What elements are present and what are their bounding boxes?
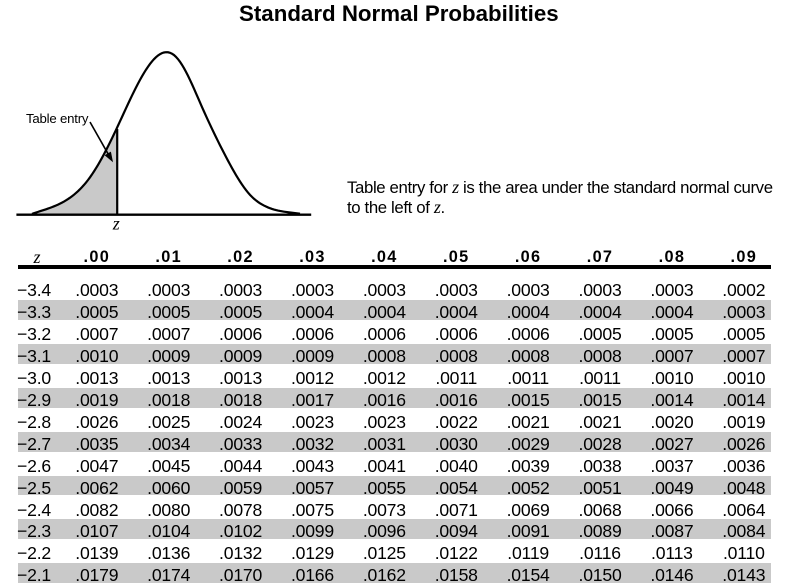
svg-text:z: z (112, 214, 120, 234)
svg-text:Table entry: Table entry (26, 111, 89, 126)
